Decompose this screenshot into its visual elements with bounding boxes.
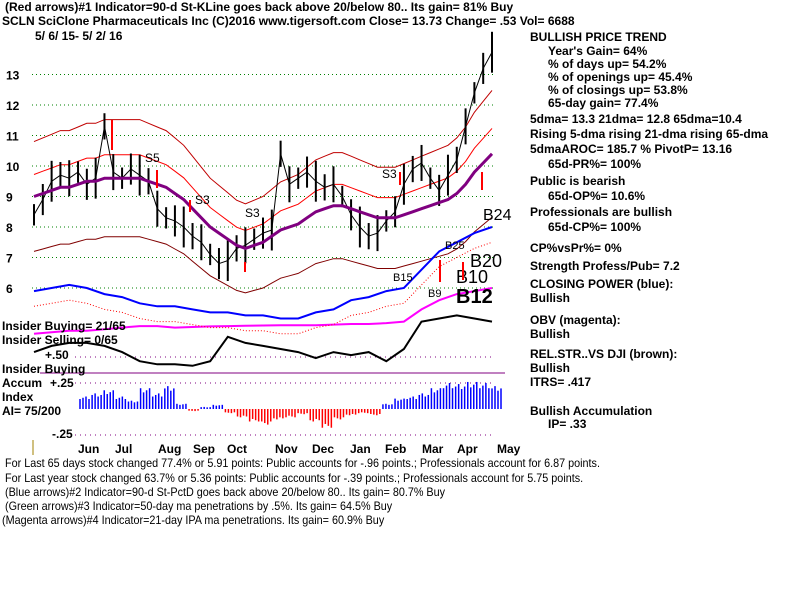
date-range: 5/ 6/ 15- 5/ 2/ 16	[35, 29, 123, 43]
stat-line: 5dmaAROC= 185.7 % PivotP= 13.16	[530, 142, 733, 156]
stat-line: Bullish	[530, 327, 571, 341]
stat-line: % of openings up= 45.4%	[548, 70, 693, 84]
header-indicator-line: (Red arrows)#1 Indicator=90-d St-KLine g…	[5, 0, 514, 14]
footer-line: For Last year stock changed 63.7% or 5.3…	[5, 471, 584, 485]
y-tick-label: 7	[6, 252, 13, 266]
stat-line: OBV (magenta):	[530, 313, 621, 327]
x-tick-label: Mar	[422, 442, 444, 456]
cp-ma-line	[33, 241, 493, 335]
stat-line: 65d-CP%= 100%	[548, 220, 642, 234]
x-tick-label: Feb	[385, 442, 406, 456]
stat-line: 65d-OP%= 10.6%	[548, 189, 646, 203]
stat-line: 65-day gain= 77.4%	[548, 96, 659, 110]
x-tick-label: Aug	[158, 442, 181, 456]
stat-line: Strength Profess/Pub= 7.2	[530, 259, 680, 273]
stat-line: IP= .33	[548, 417, 587, 431]
index-label: Index	[2, 390, 34, 404]
y-tick-label: 12	[6, 99, 20, 113]
closing-power-line	[33, 226, 493, 320]
signal-label: B24	[483, 207, 512, 224]
signal-label: B25	[445, 240, 465, 252]
footer-line: For Last 65 days stock changed 77.4% or …	[5, 456, 600, 470]
stat-line: CP%vsPr%= 0%	[530, 241, 622, 255]
stat-line: CLOSING POWER (blue):	[530, 277, 674, 291]
insider-buying-label-2: Insider Buying	[2, 362, 86, 376]
signal-label: B10	[456, 267, 488, 287]
signal-label: S3	[245, 206, 260, 220]
stat-line: REL.STR..VS DJI (brown):	[530, 347, 678, 361]
footer-line: (Blue arrows)#2 Indicator=90-d St-PctD g…	[5, 485, 446, 499]
x-tick-label: Apr	[457, 442, 478, 456]
stat-line: % of days up= 54.2%	[548, 57, 667, 71]
stat-line: Rising 5-dma rising 21-dma rising 65-dma	[530, 127, 769, 141]
signal-label: B15	[393, 272, 413, 284]
x-tick-label: Jul	[115, 442, 132, 456]
insider-buying-label: Insider Buying= 21/65	[2, 319, 126, 333]
x-tick-label: Sep	[193, 442, 215, 456]
price-line	[33, 51, 493, 265]
stat-line: ITRS= .417	[530, 375, 592, 389]
signal-label: S3	[195, 193, 210, 207]
ai-label: AI= 75/200	[2, 404, 62, 418]
x-tick-label: Nov	[275, 442, 298, 456]
stat-line: 5dma= 13.3 21dma= 12.8 65dma=10.4	[530, 112, 742, 126]
y-tick-label: 11	[6, 130, 19, 144]
p25-label: +.25	[50, 376, 74, 390]
stat-line: Public is bearish	[530, 174, 626, 188]
accum-label: Accum	[2, 376, 43, 390]
signal-label: S5	[145, 151, 160, 165]
stat-line: Bullish Accumulation	[530, 404, 653, 418]
x-tick-label: Dec	[312, 442, 334, 456]
upper-band	[33, 90, 493, 205]
signal-label: B12	[456, 286, 493, 308]
y-tick-label: 9	[6, 191, 13, 205]
insider-selling-label: Insider Selling= 0/65	[2, 333, 118, 347]
x-tick-label: Oct	[227, 442, 247, 456]
header-ticker-line: SCLN SciClone Pharmaceuticals Inc (C)201…	[2, 14, 575, 28]
stat-line: Bullish	[530, 361, 571, 375]
ma65-line	[33, 152, 494, 250]
m25-label: -.25	[52, 427, 73, 441]
signal-label: S3	[382, 167, 397, 181]
y-tick-label: 10	[6, 160, 20, 174]
footer-line: (Green arrows)#3 Indicator=50-day ma pen…	[5, 499, 393, 513]
stat-line: Professionals are bullish	[530, 205, 673, 219]
lower-band	[33, 216, 493, 294]
x-tick-label: Jan	[350, 442, 371, 456]
y-tick-label: 6	[6, 282, 13, 296]
stat-line: BULLISH PRICE TREND	[530, 30, 667, 44]
rel-str-line	[33, 314, 493, 367]
stat-line: 65d-PR%= 100%	[548, 157, 642, 171]
signal-label: B20	[470, 251, 502, 271]
x-tick-label: May	[497, 442, 521, 456]
y-tick-label: 8	[6, 221, 13, 235]
x-tick-label: Jun	[78, 442, 99, 456]
footer-line: (Magenta arrows)#4 Indicator=21-day IPA …	[2, 513, 385, 527]
obv-line	[33, 287, 493, 335]
stat-line: Bullish	[530, 291, 571, 305]
signal-label: B9	[428, 288, 441, 300]
y-tick-label: 13	[6, 69, 20, 83]
stat-line: % of closings up= 53.8%	[548, 83, 688, 97]
p50-label: +.50	[45, 348, 69, 362]
stat-line: Year's Gain= 64%	[548, 44, 648, 58]
